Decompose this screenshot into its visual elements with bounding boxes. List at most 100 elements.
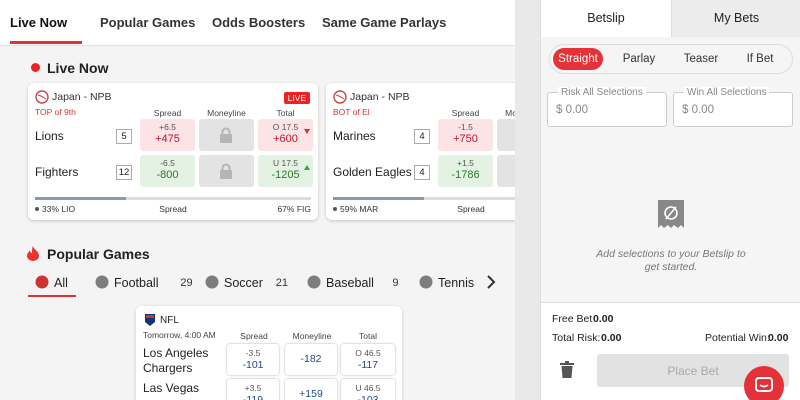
score: 4: [414, 129, 430, 144]
baseball-icon: [35, 90, 49, 109]
progress-track: [333, 197, 515, 200]
line: O 17.5: [272, 122, 299, 132]
game-card: Japan - NPB TOP of 9th LIVE Spread Moneyline…: [28, 83, 318, 220]
footer-dot: [333, 207, 337, 211]
tab[interactable]: Odds Boosters: [212, 15, 306, 30]
odds-button[interactable]: +1.5 -1786: [438, 155, 493, 187]
trend-arrow: [304, 165, 310, 170]
odds-button[interactable]: +159: [285, 379, 337, 400]
score: 12: [116, 165, 132, 180]
progress-fill: [35, 197, 126, 200]
line: U 46.5: [355, 383, 381, 393]
odds: +600: [273, 133, 298, 145]
footer-left: 59% MAR: [340, 204, 379, 214]
section-title: Popular Games: [47, 246, 150, 262]
odds-button[interactable]: -3.5 -101: [227, 344, 279, 375]
baseball-icon: [333, 90, 347, 109]
sport-icon: [204, 274, 220, 295]
odds-button[interactable]: U 17.5 -1205: [258, 155, 313, 187]
footer-dot: [35, 207, 39, 211]
flame-icon: [26, 245, 40, 266]
footer-right: 67% FIG: [277, 204, 311, 214]
column-header: Moneyline: [207, 108, 246, 118]
sport-tab[interactable]: Soccer: [224, 276, 263, 290]
sport-tab[interactable]: Baseball: [326, 276, 374, 290]
team-name: Fighters: [35, 165, 79, 179]
scroll-arrow: [486, 275, 496, 294]
odds-button[interactable]: -6.5 -800: [140, 155, 195, 187]
total-risk-value: 0.00: [601, 332, 622, 344]
empty-ticket-icon: [658, 200, 684, 237]
locked-odds: [497, 155, 515, 187]
total-risk-label: Total Risk:: [552, 332, 601, 344]
column-header: Spread: [153, 108, 182, 118]
odds-button[interactable]: +3.5 -119: [227, 379, 279, 400]
amount-input[interactable]: Win All Selections $ 0.00: [673, 87, 793, 127]
bet-type[interactable]: Parlay: [622, 53, 656, 65]
odds: -117: [357, 359, 379, 371]
potential-win-value: 0.00: [768, 332, 789, 344]
live-dot: [31, 63, 40, 72]
odds-button[interactable]: -1.5 +750: [438, 119, 493, 151]
sport-icon: [34, 274, 50, 295]
input-label: Risk All Selections: [558, 87, 646, 98]
tab[interactable]: Popular Games: [100, 15, 196, 30]
odds-button[interactable]: O 46.5 -117: [341, 344, 395, 375]
column-header: Total: [276, 108, 295, 118]
amount-input[interactable]: Risk All Selections $ 0.00: [547, 87, 667, 127]
line: -6.5: [160, 158, 175, 168]
input-value: $ 0.00: [682, 104, 714, 116]
betslip-panel: Betslip My Bets Straight Parlay Teaser If Bet…: [540, 0, 800, 400]
nfl-icon: [144, 313, 156, 332]
progress-fill: [333, 197, 424, 200]
trend-arrow: [304, 129, 310, 134]
bet-type-border: [549, 44, 793, 74]
footer-center: Spread: [457, 204, 485, 214]
odds-button[interactable]: U 46.5 -103: [341, 379, 395, 400]
locked-odds: [199, 119, 254, 151]
column-header: Spread: [451, 108, 480, 118]
league: Japan - NPB: [350, 91, 410, 103]
trash-button[interactable]: [560, 361, 574, 383]
odds-button[interactable]: O 17.5 +600: [258, 119, 313, 151]
chat-button[interactable]: [744, 366, 784, 400]
betslip-tab[interactable]: Betslip: [541, 0, 671, 37]
column-header: Total: [359, 331, 377, 341]
bet-type[interactable]: If Bet: [746, 53, 774, 65]
team-name: Marines: [333, 129, 376, 143]
bet-type[interactable]: Straight: [553, 48, 603, 70]
odds-button[interactable]: -182: [285, 344, 337, 375]
line: -3.5: [245, 348, 261, 358]
team-name: Las Vegas: [143, 381, 200, 395]
game-card: NFL Tomorrow, 4:00 AM Spread Moneyline Total…: [136, 306, 402, 400]
sport-icon: [94, 274, 110, 295]
tab[interactable]: Same Game Parlays: [322, 15, 447, 30]
team-name: Los Angeles Chargers: [143, 346, 209, 375]
sport-tab[interactable]: All: [54, 276, 68, 290]
sport-icon: [306, 274, 322, 295]
line: -1.5: [458, 122, 473, 132]
main-panel: Live Now Popular Games Odds Boosters Same G…: [0, 0, 515, 400]
sport-tab[interactable]: Football: [114, 276, 159, 290]
odds: -101: [242, 359, 264, 371]
bet-type[interactable]: Teaser: [683, 53, 719, 65]
odds: +750: [453, 133, 478, 145]
progress-track: [35, 197, 311, 200]
odds: -103: [357, 394, 379, 400]
sport-count: 29: [180, 277, 193, 289]
odds: +159: [299, 388, 323, 400]
status: BOT of El: [333, 107, 370, 117]
score: 5: [116, 129, 132, 144]
sport-tab[interactable]: Tennis: [438, 276, 475, 290]
odds-button[interactable]: +6.5 +475: [140, 119, 195, 151]
empty-message: Add selections to your Betslip to get st…: [596, 248, 746, 273]
odds: -800: [156, 169, 179, 181]
column-header: Moneyline: [505, 108, 515, 118]
odds: -1786: [451, 169, 480, 181]
mybets-tab[interactable]: My Bets: [671, 0, 800, 37]
locked-odds: [497, 119, 515, 151]
locked-odds: [199, 155, 254, 187]
input-label: Win All Selections: [684, 87, 770, 98]
tab[interactable]: Live Now: [10, 15, 68, 30]
line: U 17.5: [272, 158, 299, 168]
